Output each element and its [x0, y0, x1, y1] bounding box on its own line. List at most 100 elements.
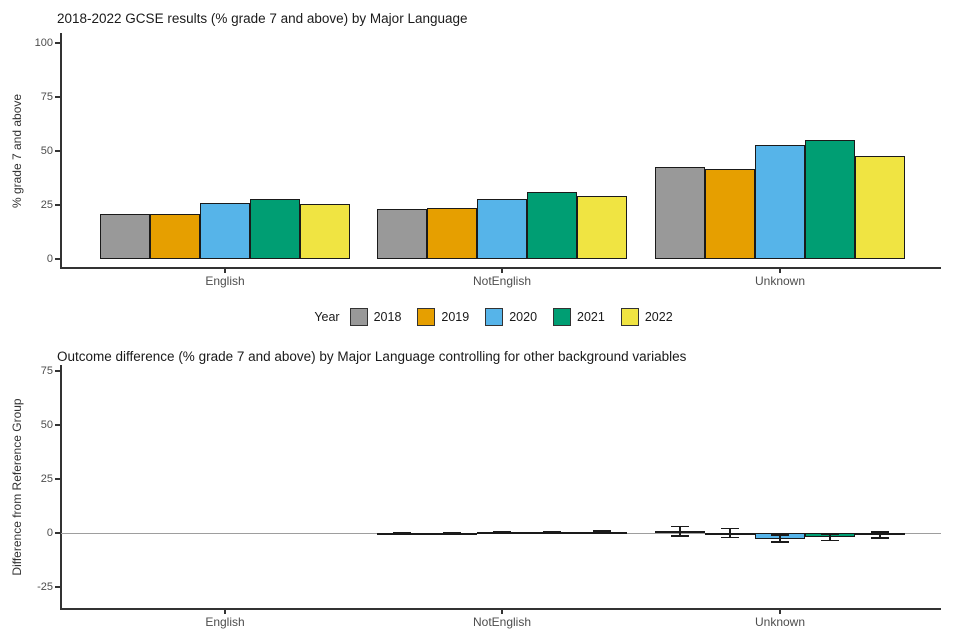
legend-swatch-2020	[485, 308, 504, 326]
bar-English-2020	[200, 202, 250, 259]
y-tick-label: 100	[34, 37, 53, 49]
errorbar-cap-bottom-Unknown-2019	[721, 536, 739, 539]
x-tick-mark	[224, 268, 226, 273]
bar-NotEnglish-2022	[577, 196, 627, 259]
legend-item-label: 2018	[373, 310, 402, 324]
x-axis-line	[60, 267, 941, 269]
x-tick-mark	[779, 609, 781, 614]
legend-item-2018: 2018	[349, 308, 418, 326]
y-tick-mark	[55, 370, 60, 372]
legend: Year 2018 2019 2020 2021 2022	[62, 305, 941, 329]
errorbar-cap-bottom-NotEnglish-2022	[593, 531, 611, 534]
errorbar-stem-Unknown-2021	[829, 534, 831, 541]
errorbar-cap-bottom-Unknown-2021	[821, 539, 839, 542]
y-tick-mark	[55, 258, 60, 260]
legend-item-label: 2022	[644, 310, 673, 324]
bar-Unknown-2018	[655, 167, 705, 259]
y-tick-label: 75	[40, 365, 53, 377]
bar-NotEnglish-2021	[527, 192, 577, 259]
legend-item-2020: 2020	[485, 308, 553, 326]
errorbar-cap-top-Unknown-2018	[671, 525, 689, 528]
y-axis-line	[60, 33, 62, 267]
x-tick-mark	[501, 268, 503, 273]
errorbar-stem-NotEnglish-2019	[451, 532, 453, 535]
y-tick-mark	[55, 150, 60, 152]
bar-Unknown-2022	[855, 156, 905, 259]
y-tick-label: 50	[40, 145, 53, 157]
y-tick-mark	[55, 96, 60, 98]
bar-English-2022	[300, 203, 350, 259]
errorbar-cap-top-Unknown-2020	[771, 534, 789, 536]
y-tick-mark	[55, 424, 60, 426]
x-tick-label: NotEnglish	[472, 274, 532, 288]
y-tick-label: 25	[40, 473, 53, 485]
errorbar-cap-bottom-NotEnglish-2018	[393, 533, 411, 535]
errorbar-cap-top-Unknown-2022	[871, 531, 889, 533]
y-tick-mark	[55, 532, 60, 534]
bar-Unknown-2020	[755, 144, 805, 259]
errorbar-cap-bottom-Unknown-2022	[871, 537, 889, 539]
legend-swatch-2019	[417, 308, 436, 326]
x-tick-mark	[779, 268, 781, 273]
top-chart-title: 2018-2022 GCSE results (% grade 7 and ab…	[57, 11, 468, 26]
legend-item-2019: 2019	[417, 308, 485, 326]
legend-swatch-2022	[620, 308, 639, 326]
bar-NotEnglish-2018	[377, 209, 427, 259]
bar-Unknown-2019	[705, 169, 755, 259]
x-tick-label: English	[205, 615, 245, 629]
y-tick-label: -25	[37, 581, 53, 593]
bar-NotEnglish-2020	[477, 198, 527, 259]
errorbar-cap-top-NotEnglish-2022	[593, 530, 611, 532]
errorbar-cap-bottom-NotEnglish-2021	[543, 532, 561, 534]
errorbar-stem-Unknown-2022	[879, 532, 881, 538]
y-tick-mark	[55, 42, 60, 44]
y-tick-label: 75	[40, 91, 53, 103]
bar-English-2019	[150, 213, 200, 259]
legend-swatch-2018	[349, 308, 368, 326]
x-tick-label: English	[205, 274, 245, 288]
x-tick-mark	[501, 609, 503, 614]
bottom-chart-title: Outcome difference (% grade 7 and above)…	[57, 349, 687, 364]
y-tick-mark	[55, 204, 60, 206]
x-tick-label: Unknown	[754, 615, 806, 629]
legend-item-label: 2020	[509, 310, 538, 324]
y-tick-label: 50	[40, 419, 53, 431]
errorbar-stem-Unknown-2020	[779, 535, 781, 543]
y-tick-mark	[55, 586, 60, 588]
x-tick-mark	[224, 609, 226, 614]
errorbar-cap-bottom-Unknown-2018	[671, 535, 689, 537]
bar-English-2021	[250, 198, 300, 259]
bar-English-2018	[100, 213, 150, 259]
errorbar-cap-top-Unknown-2019	[721, 527, 739, 530]
errorbar-stem-Unknown-2018	[679, 526, 681, 537]
x-tick-label: NotEnglish	[472, 615, 532, 629]
errorbar-cap-bottom-NotEnglish-2020	[493, 532, 511, 534]
errorbar-cap-top-NotEnglish-2019	[443, 531, 461, 534]
errorbar-cap-top-Unknown-2021	[821, 533, 839, 536]
errorbar-stem-NotEnglish-2021	[551, 531, 553, 533]
bar-NotEnglish-2019	[427, 208, 477, 259]
errorbar-stem-Unknown-2019	[729, 528, 731, 538]
legend-item-label: 2021	[577, 310, 605, 324]
errorbar-cap-bottom-NotEnglish-2019	[443, 533, 461, 535]
x-axis-line	[60, 608, 941, 610]
legend-items: 2018 2019 2020 2021 2022	[349, 308, 689, 326]
y-tick-mark	[55, 478, 60, 480]
errorbar-stem-NotEnglish-2022	[601, 530, 603, 533]
legend-item-2021: 2021	[553, 308, 621, 326]
errorbar-cap-top-NotEnglish-2020	[493, 530, 511, 533]
x-tick-label: Unknown	[754, 274, 806, 288]
legend-swatch-2021	[553, 308, 572, 326]
y-tick-label: 0	[46, 253, 53, 265]
bar-Unknown-2021	[805, 140, 855, 259]
errorbar-cap-top-NotEnglish-2021	[543, 530, 561, 533]
legend-title: Year	[314, 310, 340, 324]
y-axis-line	[60, 365, 62, 608]
y-tick-label: 0	[46, 527, 53, 539]
y-tick-label: 25	[40, 199, 53, 211]
legend-item-label: 2019	[441, 310, 470, 324]
errorbar-stem-NotEnglish-2020	[501, 531, 503, 534]
errorbar-cap-top-NotEnglish-2018	[393, 532, 411, 534]
legend-item-2022: 2022	[620, 308, 689, 326]
